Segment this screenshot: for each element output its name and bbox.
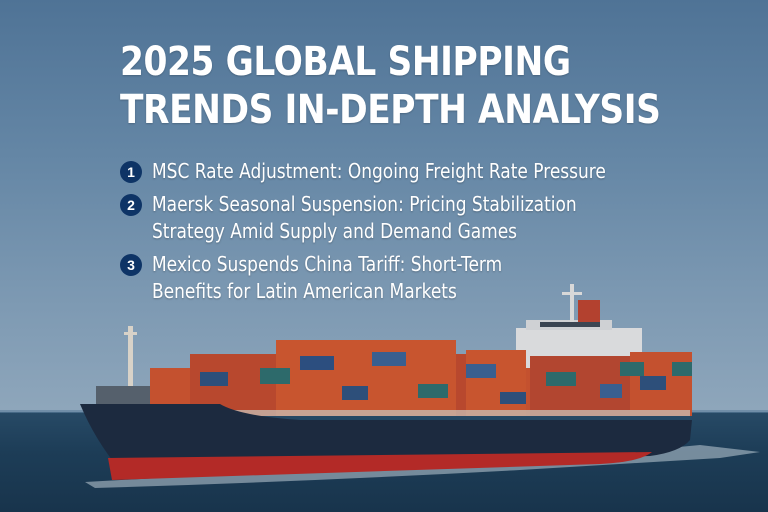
title-line-2: Trends In-Depth Analysis	[120, 87, 661, 133]
number-badge: 1	[120, 161, 142, 183]
number-badge: 2	[120, 194, 142, 216]
trend-list: 1 MSC Rate Adjustment: Ongoing Freight R…	[120, 158, 768, 311]
list-item-text: Mexico Suspends China Tariff: Short-Term…	[152, 252, 503, 303]
list-item: 3 Mexico Suspends China Tariff: Short-Te…	[120, 251, 768, 305]
title-line-1: 2025 Global Shipping	[120, 39, 571, 85]
container-stacks	[150, 340, 692, 416]
list-item: 2 Maersk Seasonal Suspension: Pricing St…	[120, 191, 768, 245]
list-item-text: Maersk Seasonal Suspension: Pricing Stab…	[152, 192, 577, 243]
list-item-text: MSC Rate Adjustment: Ongoing Freight Rat…	[152, 159, 606, 183]
number-badge: 3	[120, 254, 142, 276]
page-title: 2025 Global Shipping Trends In-Depth Ana…	[120, 38, 661, 134]
list-item: 1 MSC Rate Adjustment: Ongoing Freight R…	[120, 158, 768, 185]
